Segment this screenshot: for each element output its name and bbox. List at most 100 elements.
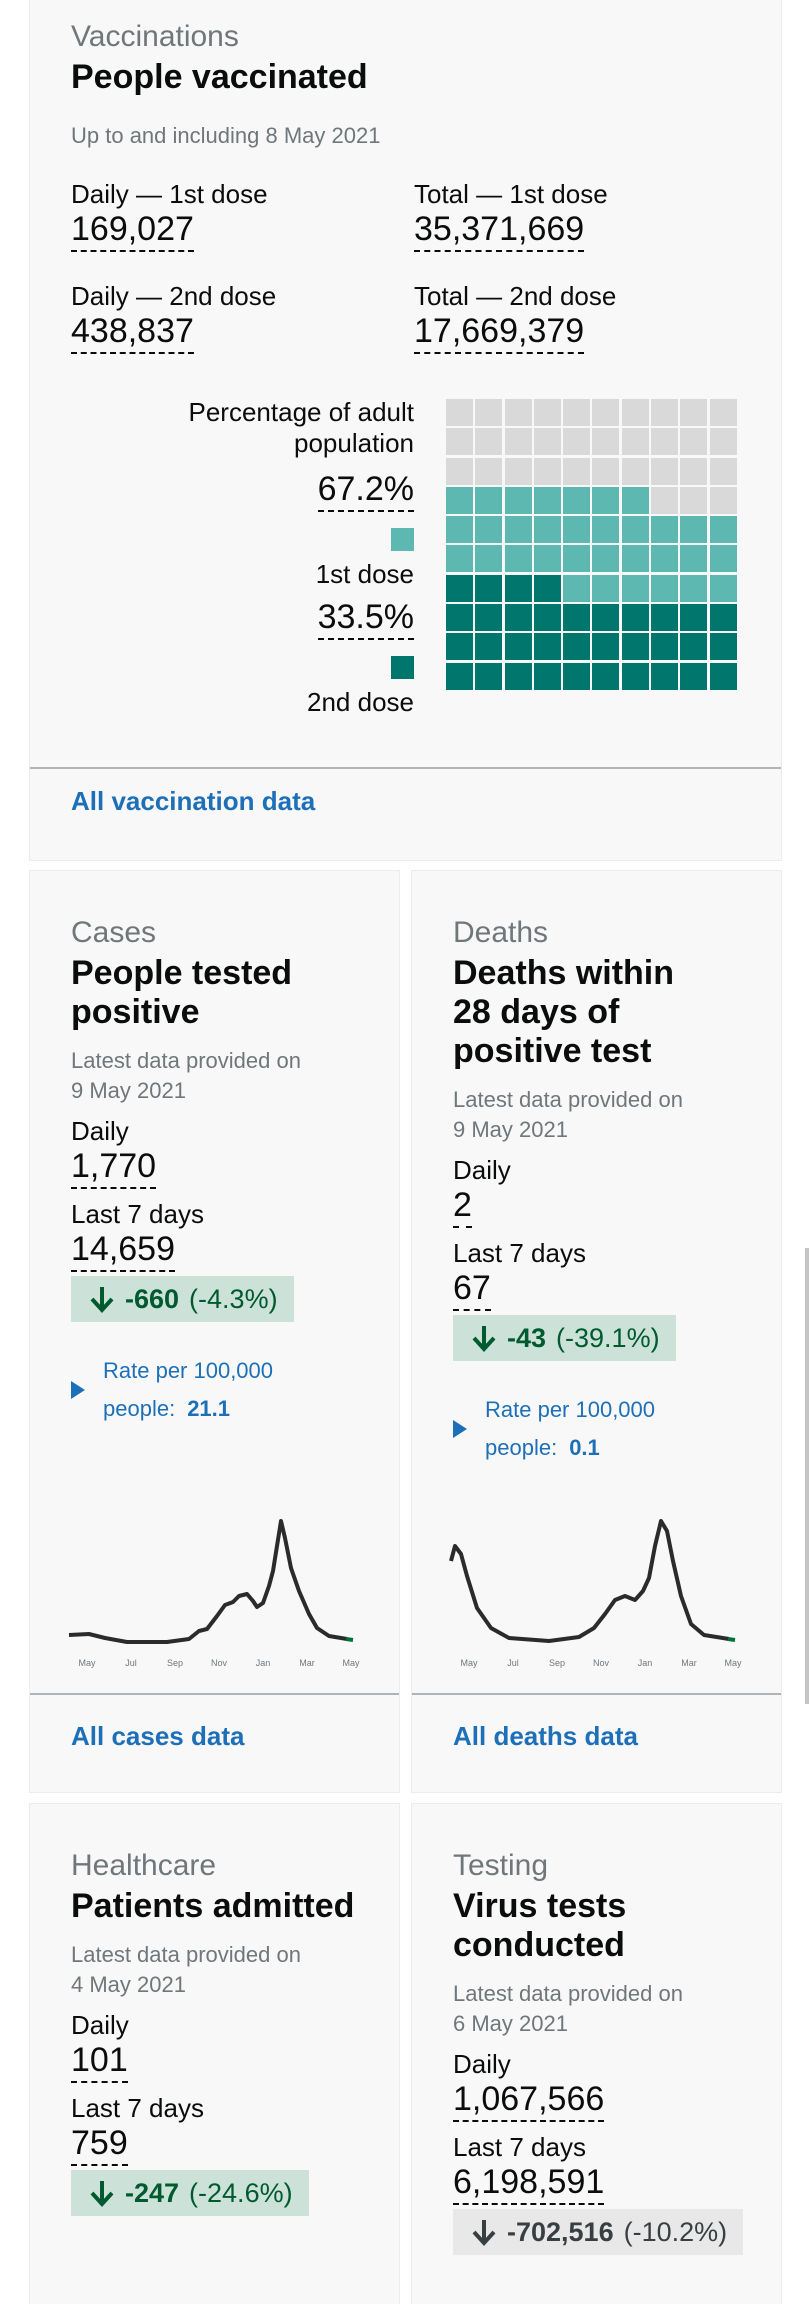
waffle-cell [534,428,561,455]
pct-2nd-dose-value[interactable]: 33.5% [318,597,414,640]
all-deaths-data-link[interactable]: All deaths data [453,1721,638,1752]
waffle-cell [446,399,473,426]
waffle-cell [534,545,561,572]
testing-caption: Testing [453,1851,773,1881]
waffle-cell [651,428,678,455]
cases-change-value: -660 [125,1284,179,1315]
testing-change-pct: (-10.2%) [624,2217,728,2248]
deaths-daily-value[interactable]: 2 [453,1185,472,1228]
waffle-cell [446,575,473,602]
testing-change-value: -702,516 [507,2217,614,2248]
waffle-cell [622,604,649,631]
waffle-cell [592,633,619,660]
waffle-cell [710,604,737,631]
waffle-cell [710,428,737,455]
waffle-cell [592,516,619,543]
month-tick-label: May [724,1658,742,1668]
all-vaccination-data-link[interactable]: All vaccination data [71,786,315,817]
healthcare-daily-value[interactable]: 101 [71,2040,128,2083]
testing-change-badge: -702,516 (-10.2%) [453,2209,743,2255]
waffle-cell [651,545,678,572]
waffle-cell [475,399,502,426]
waffle-cell [622,545,649,572]
healthcare-card: Healthcare Patients admitted Latest data… [29,1803,400,2304]
waffle-cell [446,604,473,631]
month-tick-label: May [342,1658,360,1668]
cases-week-value[interactable]: 14,659 [71,1229,175,1272]
deaths-change-badge: -43 (-39.1%) [453,1315,676,1361]
waffle-cell [710,633,737,660]
testing-card: Testing Virus tests conducted Latest dat… [411,1803,782,2304]
testing-daily-value[interactable]: 1,067,566 [453,2079,604,2122]
waffle-cell [534,633,561,660]
deaths-daily-label: Daily [453,1155,763,1185]
waffle-cell [710,399,737,426]
waffle-cell [680,604,707,631]
daily-1st-dose-value[interactable]: 169,027 [71,209,194,252]
daily-1st-dose: Daily — 1st dose 169,027 [71,179,268,252]
waffle-cell [651,633,678,660]
waffle-cell [710,458,737,485]
waffle-cell [592,545,619,572]
waffle-cell [592,487,619,514]
waffle-cell [505,575,532,602]
waffle-cell [475,575,502,602]
waffle-cell [563,663,590,690]
waffle-cell [563,575,590,602]
waffle-cell [680,399,707,426]
deaths-rate-value: 0.1 [569,1435,600,1460]
vaccinations-title: People vaccinated [71,58,731,97]
pct-1st-dose-value[interactable]: 67.2% [318,469,414,512]
daily-2nd-dose-label: Daily — 2nd dose [71,281,276,311]
total-2nd-dose-value[interactable]: 17,669,379 [414,311,584,354]
waffle-cell [446,663,473,690]
all-cases-data-link[interactable]: All cases data [71,1721,244,1752]
waffle-cell [446,487,473,514]
vaccinations-subtitle: Up to and including 8 May 2021 [71,121,731,151]
waffle-cell [505,604,532,631]
waffle-cell [475,428,502,455]
waffle-cell [475,545,502,572]
waffle-cell [475,604,502,631]
cases-title: People tested positive [71,954,381,1032]
waffle-cell [505,399,532,426]
waffle-cell [622,458,649,485]
waffle-cell [680,428,707,455]
cases-divider [30,1693,399,1695]
total-1st-dose-value[interactable]: 35,371,669 [414,209,584,252]
waffle-cell [534,663,561,690]
percentage-label: Percentage of adult population [160,397,414,459]
total-1st-dose: Total — 1st dose 35,371,669 [414,179,608,252]
waffle-cell [563,458,590,485]
total-2nd-dose-label: Total — 2nd dose [414,281,616,311]
deaths-rate-toggle[interactable]: Rate per 100,000 people: 0.1 [453,1391,763,1467]
waffle-cell [505,428,532,455]
deaths-week-value[interactable]: 67 [453,1268,491,1311]
waffle-cell [563,604,590,631]
waffle-cell [505,458,532,485]
cases-daily-value[interactable]: 1,770 [71,1146,156,1189]
page-scrollbar[interactable] [805,1248,809,1704]
month-tick-label: Sep [549,1658,565,1668]
testing-week-value[interactable]: 6,198,591 [453,2162,604,2205]
waffle-cell [592,458,619,485]
healthcare-subtitle: Latest data provided on 4 May 2021 [71,1940,311,2000]
month-tick-label: Sep [167,1658,183,1668]
waffle-cell [592,428,619,455]
cases-rate-toggle[interactable]: Rate per 100,000 people: 21.1 [71,1352,381,1428]
daily-2nd-dose-value[interactable]: 438,837 [71,311,194,354]
vaccinations-caption: Vaccinations [71,22,731,52]
month-tick-label: Jul [507,1658,519,1668]
waffle-cell [710,575,737,602]
total-1st-dose-label: Total — 1st dose [414,179,608,209]
waffle-cell [446,633,473,660]
vaccinations-card: Vaccinations People vaccinated Up to and… [29,0,782,861]
arrow-down-icon [469,2217,499,2247]
healthcare-title: Patients admitted [71,1887,381,1926]
waffle-cell [680,545,707,572]
healthcare-week-value[interactable]: 759 [71,2123,128,2166]
waffle-cell [592,575,619,602]
deaths-title: Deaths within 28 days of positive test [453,954,703,1071]
waffle-cell [680,487,707,514]
deaths-divider [412,1693,781,1695]
